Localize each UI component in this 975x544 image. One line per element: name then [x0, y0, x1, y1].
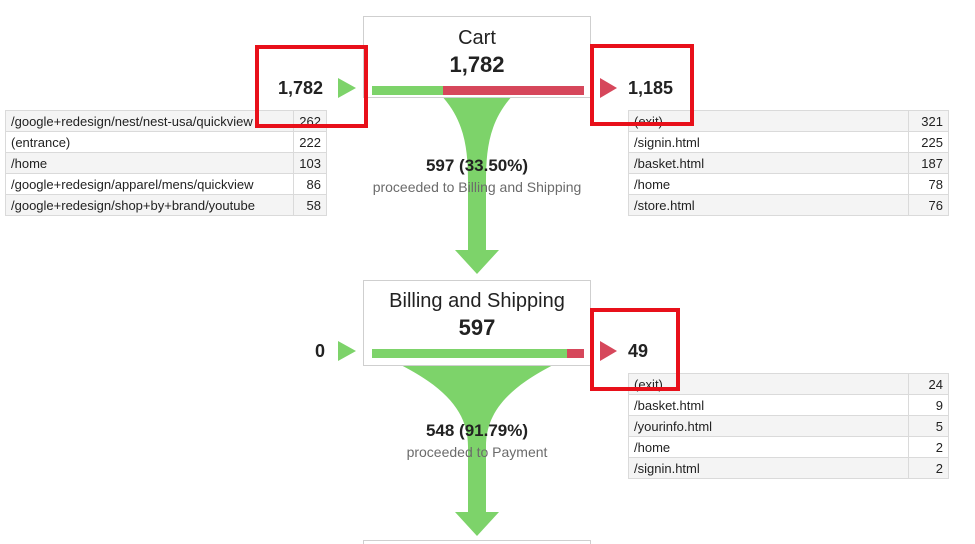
cart-step-name: Cart — [458, 27, 496, 49]
source-page: /google+redesign/shop+by+brand/youtube — [4, 194, 295, 216]
source-page: /google+redesign/apparel/mens/quickview — [4, 173, 295, 195]
exit-page: /basket.html — [627, 152, 910, 174]
cart-exits-count: 1,185 — [628, 78, 674, 98]
exit-page: /home — [627, 436, 910, 458]
table-row[interactable]: (exit) 321 — [627, 110, 949, 132]
table-row[interactable]: /basket.html 187 — [627, 152, 949, 174]
payment-step-box[interactable] — [363, 540, 591, 544]
billing-step-count: 597 — [458, 315, 496, 340]
exit-value: 2 — [908, 457, 949, 479]
highlight-billing-exits — [590, 308, 680, 391]
cart-exit-bar — [443, 86, 584, 95]
source-page: /google+redesign/nest/nest-usa/quickview — [4, 110, 295, 132]
exit-page: /store.html — [627, 194, 910, 216]
billing-entrances-count: 0 — [315, 341, 326, 361]
exit-page: /signin.html — [627, 131, 910, 153]
table-row[interactable]: /signin.html 225 — [627, 131, 949, 153]
highlight-cart-entrances — [255, 45, 368, 128]
highlight-cart-exits — [590, 44, 694, 126]
source-value: 222 — [293, 131, 327, 153]
table-row[interactable]: /signin.html 2 — [627, 457, 949, 479]
table-row[interactable]: /home 103 — [4, 152, 327, 174]
step-2-entrance-arrow — [338, 341, 356, 361]
table-row[interactable]: /google+redesign/nest/nest-usa/quickview… — [4, 110, 327, 132]
exit-value: 9 — [908, 394, 949, 416]
exit-page: /basket.html — [627, 394, 910, 416]
flow-1-count: 597 (33.50%) — [425, 156, 529, 175]
table-row[interactable]: (entrance) 222 — [4, 131, 327, 153]
flow-2-count: 548 (91.79%) — [425, 421, 529, 440]
table-row[interactable]: /home 2 — [627, 436, 949, 458]
billing-step-box[interactable]: Billing and Shipping 597 — [363, 280, 591, 366]
billing-step-name: Billing and Shipping — [389, 290, 565, 312]
table-row[interactable]: /home 78 — [627, 173, 949, 195]
cart-step-count: 1,782 — [449, 52, 505, 77]
source-value: 103 — [293, 152, 327, 174]
table-row[interactable]: /yourinfo.html 5 — [627, 415, 949, 437]
exit-page: /signin.html — [627, 457, 910, 479]
table-row[interactable]: /basket.html 9 — [627, 394, 949, 416]
flow-1-label: proceeded to Billing and Shipping — [372, 179, 582, 195]
exit-value: 24 — [908, 373, 949, 395]
billing-exit-bar — [566, 349, 584, 358]
cart-step-box[interactable]: Cart 1,782 — [363, 16, 591, 98]
flow-2-funnel-shape — [402, 366, 552, 536]
exit-value: 78 — [908, 173, 949, 195]
cart-exit-destinations-table: (exit) 321 /signin.html 225 /basket.html 18… — [627, 110, 949, 216]
cart-proceed-exit-bar — [372, 86, 584, 95]
table-row[interactable]: /google+redesign/shop+by+brand/youtube 58 — [4, 194, 327, 216]
flow-1-funnel-shape — [443, 98, 511, 274]
exit-value: 225 — [908, 131, 949, 153]
billing-proceed-exit-bar — [372, 349, 584, 358]
source-value: 86 — [293, 173, 327, 195]
step-1-exit-arrow — [600, 78, 617, 98]
exit-value: 5 — [908, 415, 949, 437]
flow-1-summary: 597 (33.50%) proceeded to Billing and Sh… — [327, 156, 627, 195]
exit-page: (exit) — [627, 110, 910, 132]
source-page: (entrance) — [4, 131, 295, 153]
cart-proceed-bar — [372, 86, 444, 95]
exit-value: 321 — [908, 110, 949, 132]
billing-exit-destinations-table: (exit) 24 /basket.html 9 /yourinfo.html 5 /… — [627, 373, 949, 479]
flow-2-label: proceeded to Payment — [406, 444, 548, 460]
exit-value: 2 — [908, 436, 949, 458]
cart-entrances-count: 1,782 — [278, 78, 324, 98]
exit-page: /home — [627, 173, 910, 195]
table-row[interactable]: /google+redesign/apparel/mens/quickview 8… — [4, 173, 327, 195]
billing-proceed-bar — [372, 349, 567, 358]
exit-value: 187 — [908, 152, 949, 174]
step-2-exit-arrow — [600, 341, 617, 361]
exit-page: /yourinfo.html — [627, 415, 910, 437]
cart-entrance-sources-table: /google+redesign/nest/nest-usa/quickview… — [4, 110, 327, 216]
flow-2-summary: 548 (91.79%) proceeded to Payment — [327, 421, 627, 460]
source-value: 58 — [293, 194, 327, 216]
billing-exits-count: 49 — [628, 341, 649, 361]
step-1-entrance-arrow — [338, 78, 356, 98]
source-page: /home — [4, 152, 295, 174]
table-row[interactable]: /store.html 76 — [627, 194, 949, 216]
exit-value: 76 — [908, 194, 949, 216]
